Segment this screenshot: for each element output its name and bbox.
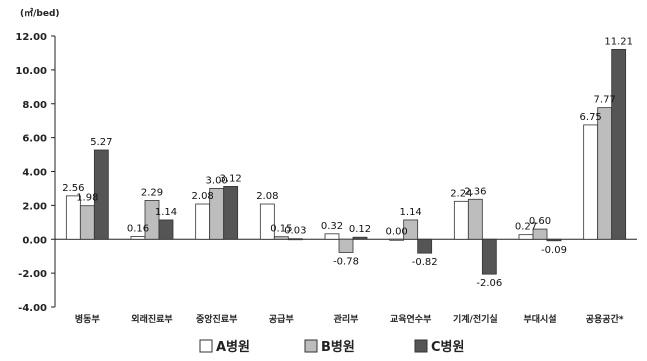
y-tick-label: 0.00: [22, 235, 47, 246]
x-tick-label: 중앙진료부: [196, 313, 237, 325]
bar: [158, 219, 174, 240]
data-label: 7.77: [594, 95, 616, 106]
y-tick-label: 10.00: [15, 66, 47, 77]
bar: [597, 107, 613, 240]
y-axis: 12.00 10.00 8.00 6.00 4.00 2.00 0.00 -2.00 -4.00: [15, 32, 56, 314]
y-tick-label: 12.00: [15, 32, 47, 43]
bar: [287, 238, 303, 241]
legend: A병원 B병원 C병원: [199, 339, 464, 355]
data-label: 0.27: [515, 222, 537, 233]
data-label: 6.75: [580, 112, 602, 123]
x-tick-label: 관리부: [334, 313, 359, 325]
x-tick-label: 외래진료부: [131, 313, 172, 325]
data-label: 5.27: [90, 137, 112, 148]
x-tick-label: 부대시설: [523, 313, 556, 325]
legend-swatch: [414, 339, 428, 353]
bar: [417, 238, 433, 254]
bar: [195, 203, 211, 240]
bar: [467, 198, 483, 240]
data-label: -0.82: [412, 257, 438, 268]
unit-label: (㎡/bed): [20, 7, 60, 19]
bar: [389, 238, 405, 241]
legend-label: B병원: [321, 339, 355, 355]
bar: [259, 203, 275, 240]
bar: [223, 186, 239, 240]
legend-label: C병원: [431, 339, 464, 355]
bar: [532, 228, 548, 240]
x-tick-label: 공급부: [269, 314, 294, 325]
data-label: 2.08: [256, 191, 278, 202]
x-tick-label: 교육연수부: [390, 314, 431, 325]
y-tick-label: 2.00: [22, 201, 47, 212]
x-tick-label: 기계/전기실: [453, 313, 498, 325]
x-tick-label: 병동부: [75, 313, 100, 325]
y-tick-label: -2.00: [18, 269, 47, 280]
legend-swatch: [199, 339, 213, 353]
bar: [130, 236, 146, 240]
bar: [518, 234, 534, 240]
data-label: 2.56: [62, 183, 84, 194]
bar: [611, 48, 627, 240]
data-label: 3.00: [206, 175, 228, 186]
data-label: 1.14: [155, 207, 177, 218]
bar: [403, 219, 419, 240]
bar-series: [65, 48, 627, 275]
data-label: 2.24: [450, 188, 472, 199]
data-label: 11.21: [604, 36, 633, 47]
data-label: -0.09: [541, 245, 567, 256]
bar: [453, 200, 469, 240]
legend-swatch: [304, 339, 318, 353]
data-label: -2.06: [476, 278, 502, 289]
bar: [273, 236, 289, 240]
data-label: 0.16: [127, 224, 149, 235]
y-tick-label: -4.00: [18, 303, 47, 314]
data-label: 0.60: [529, 216, 551, 227]
bar: [352, 236, 368, 240]
data-label: 2.36: [464, 186, 486, 197]
data-label: 0.03: [284, 226, 306, 237]
data-label: -0.78: [333, 256, 359, 267]
bar: [583, 124, 599, 240]
data-label: 0.00: [386, 226, 408, 237]
legend-label: A병원: [216, 339, 250, 355]
bar: [481, 238, 497, 275]
y-tick-label: 4.00: [22, 168, 47, 179]
data-label: 1.14: [400, 207, 422, 218]
data-label: 0.12: [349, 224, 371, 235]
x-tick-label: 공용공간*: [586, 313, 624, 325]
y-tick-label: 6.00: [22, 134, 47, 145]
y-tick-label: 8.00: [22, 100, 47, 111]
data-label: 0.32: [321, 221, 343, 232]
bar: [338, 238, 354, 253]
bar: [324, 233, 340, 240]
data-labels: 2.56 0.16 2.08 2.08 0.32 0.00 2.24 0.27 6.75 1.98…: [62, 36, 633, 289]
data-label: 3.12: [220, 173, 242, 184]
data-label: 0.15: [270, 224, 292, 235]
data-label: 1.98: [76, 193, 98, 204]
bar: [93, 149, 109, 240]
bar: [79, 205, 95, 240]
data-label: 2.08: [192, 191, 214, 202]
data-label: 2.29: [141, 187, 163, 198]
bar: [546, 238, 562, 242]
